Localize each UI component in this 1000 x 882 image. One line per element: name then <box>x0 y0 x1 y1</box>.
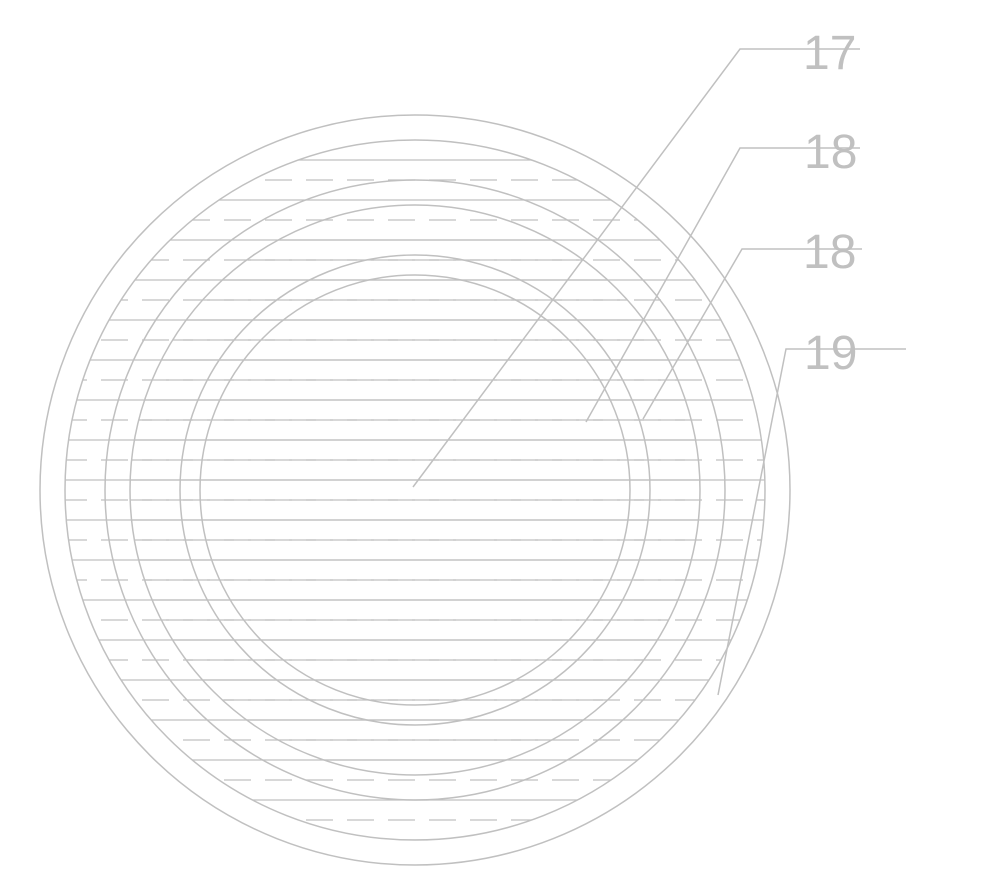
callout-label-19-3: 19 <box>804 326 857 381</box>
callout-label-18-2: 18 <box>803 225 856 280</box>
circle-mid-outer <box>105 180 725 800</box>
circle-mid-inner <box>130 205 700 775</box>
callout-label-17-0: 17 <box>803 26 856 81</box>
leader-line-3 <box>718 349 906 695</box>
circle-outer-inner <box>65 140 765 840</box>
leader-line-0 <box>413 49 860 487</box>
circle-outer-outer <box>40 115 790 865</box>
circle-inner-outer <box>180 255 650 725</box>
callout-label-18-1: 18 <box>804 125 857 180</box>
